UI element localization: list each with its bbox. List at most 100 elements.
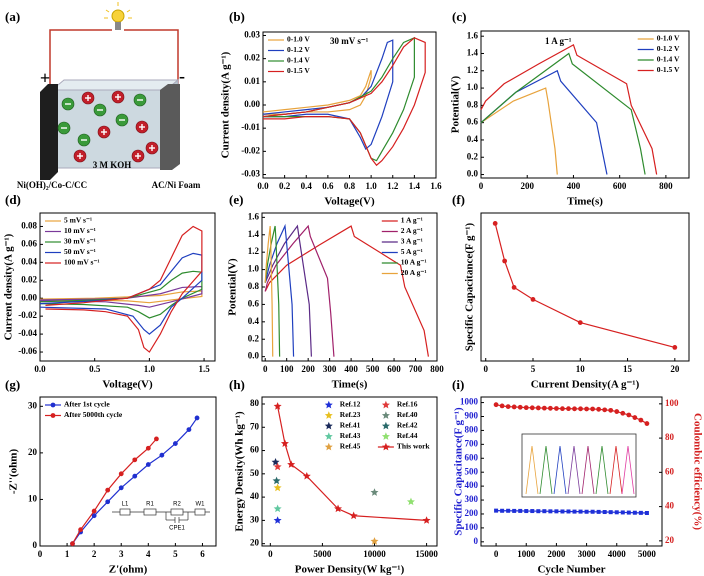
marker (523, 405, 529, 411)
marker (535, 405, 541, 411)
x-tick-label: 1.0 (144, 364, 156, 374)
plot-frame (261, 396, 438, 547)
y-tick-label: 0.4 (248, 316, 260, 326)
marker (602, 407, 608, 413)
series-line (264, 225, 274, 357)
legend-label: 0-1.4 V (657, 55, 680, 64)
y-tick-label: 30 (250, 514, 260, 524)
electrode-label: AC/Ni Foam (152, 180, 201, 190)
series-line (264, 225, 430, 357)
x-tick-label: 200 (520, 181, 534, 191)
y-tick-label: 0.2 (467, 151, 479, 161)
y-tick-label: 0.04 (21, 256, 37, 266)
bulb-base (115, 22, 121, 30)
wire (49, 29, 112, 86)
anions (57, 93, 147, 147)
legend-label: 3 A g⁻¹ (401, 237, 423, 246)
x-axis-title: Current Density(A g⁻¹) (531, 379, 640, 391)
marker (512, 508, 517, 513)
series-line (262, 37, 426, 167)
electrode-label: Ni(OH)₂/Co-C/CC (17, 180, 87, 190)
x-tick-label: 3000 (578, 549, 597, 559)
marker (273, 483, 282, 492)
y-axis-title: Specific Capacitance(F g⁻¹) (464, 222, 476, 351)
x-tick-label: 0 (494, 549, 499, 559)
marker (105, 499, 111, 505)
marker (632, 415, 638, 420)
series-line (262, 70, 372, 115)
x-tick-label: 1.2 (387, 181, 399, 191)
marker (511, 285, 517, 290)
marker (584, 509, 589, 514)
x-tick-label: 0 (483, 364, 488, 374)
x-tick-label: 0.2 (279, 181, 291, 191)
marker (530, 297, 536, 302)
legend-marker (324, 400, 333, 409)
marker (272, 476, 281, 485)
legend-marker (381, 411, 390, 419)
y-axis-title: Potential(V) (450, 75, 462, 133)
y-tick-label: -0.06 (18, 346, 37, 356)
legend-label: Ref.12 (340, 400, 361, 409)
x-tick-label: 1000 (517, 549, 536, 559)
x-tick-label: 5000 (638, 549, 657, 559)
x-tick-label: 800 (659, 181, 673, 191)
y-axis-title: Energy Density(Wh kg⁻¹) (234, 411, 246, 532)
x-tick-label: 4 (146, 549, 151, 559)
marker (280, 439, 289, 447)
marker (644, 421, 650, 426)
y-tick-label: 0.01 (244, 76, 260, 86)
y-tick-label: 80 (250, 398, 260, 408)
legend-label: 0-1.4 V (287, 56, 310, 65)
marker (172, 441, 178, 446)
marker (273, 462, 282, 471)
x-tick-label: 600 (387, 364, 401, 374)
series-line (494, 223, 675, 348)
marker (505, 404, 511, 409)
x-tick-label: 400 (344, 364, 358, 374)
legend-label: 30 mV s⁻¹ (64, 237, 96, 246)
y-tick-label: 1000 (460, 397, 479, 407)
x-tick-label: 10 (576, 364, 586, 374)
cell-top (50, 79, 180, 91)
x-tick-label: 1.4 (409, 181, 421, 191)
marker (638, 510, 643, 515)
circuit-label: W1 (196, 502, 206, 508)
x-tick-label: 100 (280, 364, 294, 374)
marker (529, 405, 535, 411)
plot-frame (39, 212, 216, 362)
y-tick-label: 0.02 (21, 274, 37, 284)
marker (273, 504, 282, 513)
legend-label: Ref.42 (397, 421, 418, 430)
marker (596, 406, 602, 412)
x-tick-label: 2000 (547, 549, 566, 559)
marker (132, 457, 138, 463)
marker (154, 436, 159, 442)
panel-label: (h) (229, 377, 245, 392)
legend-label: Ref.23 (340, 410, 361, 419)
legend-label: 100 mV s⁻¹ (64, 258, 100, 267)
x-tick-label: 1.6 (430, 181, 442, 191)
panel-label: (c) (452, 9, 466, 24)
marker (614, 409, 620, 414)
marker (302, 471, 311, 480)
series-line (264, 224, 335, 357)
y-tick-label: 100 (465, 522, 479, 532)
plus-terminal: + (40, 68, 50, 88)
legend-label: Ref.45 (340, 442, 361, 451)
y2-tick-label: 80 (665, 432, 675, 442)
marker (572, 406, 577, 412)
legend-label: 10 A g⁻¹ (401, 258, 427, 267)
legend-label: This work (397, 442, 431, 451)
marker (614, 510, 619, 515)
y-tick-label: 0.00 (244, 99, 260, 109)
x-axis-title: Time(s) (567, 196, 603, 208)
legend-marker (381, 432, 390, 440)
marker (273, 516, 282, 524)
electrolyte-label: 3 M KOH (93, 160, 132, 170)
y-tick-label: 1.0 (248, 264, 260, 274)
annotation: 30 mV s⁻¹ (330, 36, 369, 46)
annotation: 1 A g⁻¹ (545, 36, 572, 46)
x-axis-title: Voltage(V) (324, 196, 375, 208)
